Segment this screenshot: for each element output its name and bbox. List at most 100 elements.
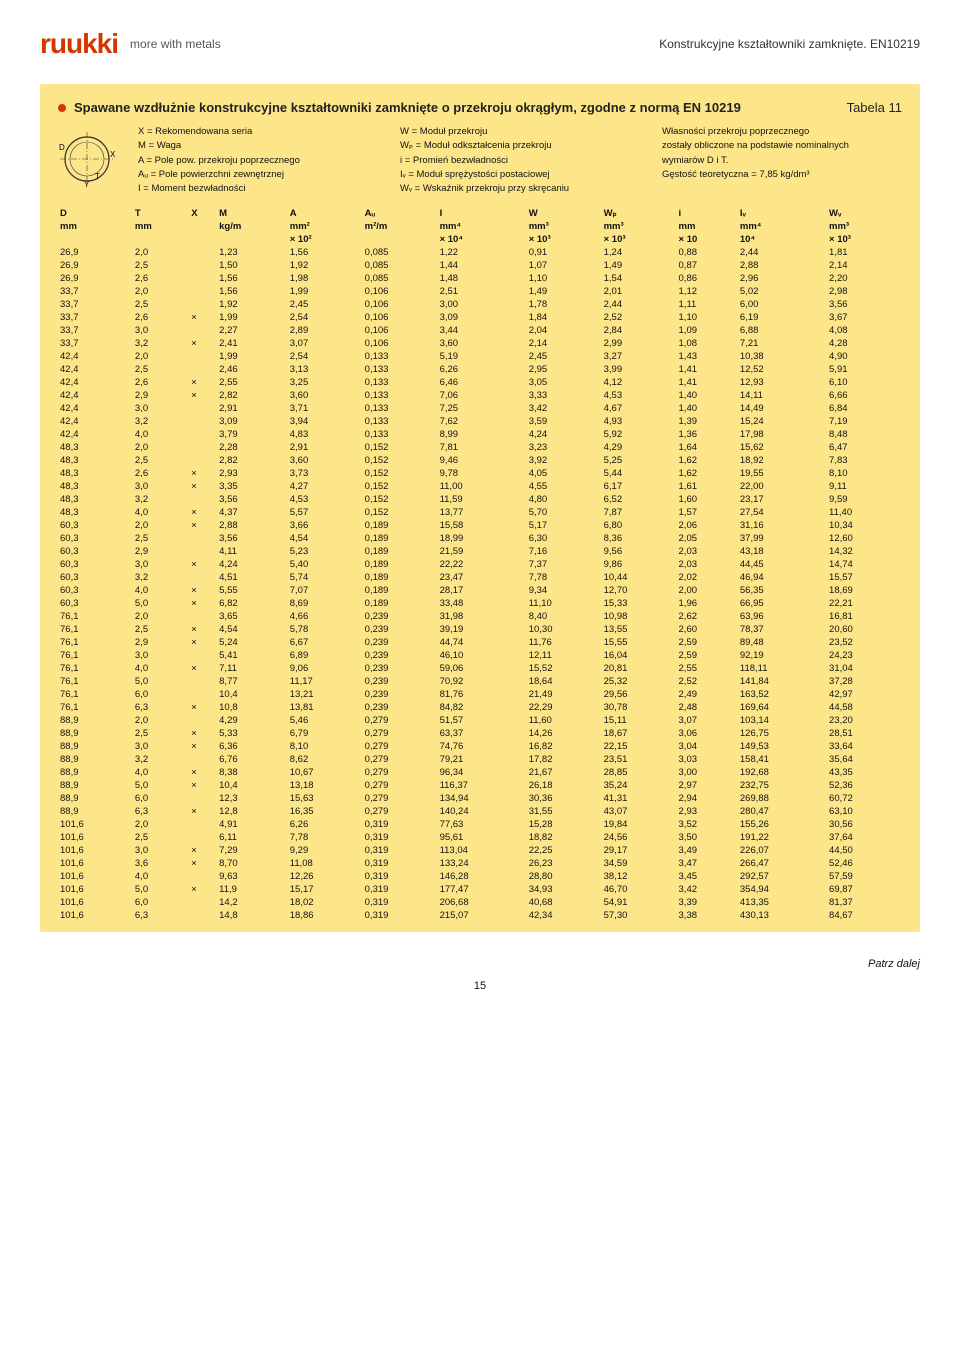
table-cell: 78,37 — [738, 623, 827, 636]
table-cell: 1,54 — [602, 272, 677, 285]
table-row: 88,92,5×5,336,790,27963,3714,2618,673,06… — [58, 727, 902, 740]
table-cell: 4,37 — [217, 506, 288, 519]
table-cell: 4,12 — [602, 376, 677, 389]
table-row: 33,73,2×2,413,070,1063,602,142,991,087,2… — [58, 337, 902, 350]
table-cell: × — [189, 636, 217, 649]
table-cell: 2,5 — [133, 532, 189, 545]
table-cell: 4,83 — [288, 428, 363, 441]
table-cell: 14,11 — [738, 389, 827, 402]
table-cell: 6,36 — [217, 740, 288, 753]
table-cell: 2,0 — [133, 610, 189, 623]
table-cell: 6,82 — [217, 597, 288, 610]
table-cell: 13,77 — [438, 506, 527, 519]
col-header: mm³ — [602, 220, 677, 233]
legend-line: Własności przekroju poprzecznego — [662, 125, 902, 139]
table-cell: 4,91 — [217, 818, 288, 831]
table-cell: 1,11 — [677, 298, 738, 311]
heading-row: Spawane wzdłużnie konstrukcyjne kształto… — [58, 100, 902, 115]
table-cell: 42,4 — [58, 389, 133, 402]
col-header: D — [58, 202, 133, 220]
table-cell: × — [189, 389, 217, 402]
table-cell: × — [189, 779, 217, 792]
table-cell: 57,59 — [827, 870, 902, 883]
table-cell: 12,52 — [738, 363, 827, 376]
table-cell: 4,24 — [217, 558, 288, 571]
table-cell: 2,5 — [133, 623, 189, 636]
table-cell: 1,98 — [288, 272, 363, 285]
table-cell: 1,43 — [677, 350, 738, 363]
table-cell: 9,59 — [827, 493, 902, 506]
table-cell: 1,44 — [438, 259, 527, 272]
table-row: 88,96,3×12,816,350,279140,2431,5543,072,… — [58, 805, 902, 818]
table-cell: 2,9 — [133, 636, 189, 649]
table-cell: 0,279 — [363, 753, 438, 766]
table-cell: 4,54 — [288, 532, 363, 545]
table-cell: 0,239 — [363, 636, 438, 649]
col-header — [189, 233, 217, 246]
table-cell: × — [189, 623, 217, 636]
table-cell: 232,75 — [738, 779, 827, 792]
table-cell: 0,189 — [363, 584, 438, 597]
table-cell: 226,07 — [738, 844, 827, 857]
table-cell: 4,05 — [527, 467, 602, 480]
table-cell: × — [189, 727, 217, 740]
table-cell: 4,0 — [133, 506, 189, 519]
table-cell: 0,319 — [363, 831, 438, 844]
table-cell: 4,53 — [602, 389, 677, 402]
table-cell: 2,45 — [527, 350, 602, 363]
table-row: 33,72,6×1,992,540,1063,091,842,521,106,1… — [58, 311, 902, 324]
table-cell: 23,20 — [827, 714, 902, 727]
table-cell: 3,0 — [133, 324, 189, 337]
table-cell: 3,27 — [602, 350, 677, 363]
table-row: 76,16,3×10,813,810,23984,8222,2930,782,4… — [58, 701, 902, 714]
table-cell: 7,78 — [527, 571, 602, 584]
table-cell: 15,28 — [527, 818, 602, 831]
logo-mark: ruukki — [40, 30, 118, 58]
table-row: 76,13,05,416,890,23946,1012,1116,042,599… — [58, 649, 902, 662]
table-cell: 0,279 — [363, 792, 438, 805]
col-header: 10⁴ — [738, 233, 827, 246]
table-cell: 2,06 — [677, 519, 738, 532]
table-cell: 44,58 — [827, 701, 902, 714]
table-cell: 140,24 — [438, 805, 527, 818]
table-cell: 28,85 — [602, 766, 677, 779]
table-cell: 146,28 — [438, 870, 527, 883]
table-cell: 155,26 — [738, 818, 827, 831]
table-cell: 20,81 — [602, 662, 677, 675]
table-cell: 46,94 — [738, 571, 827, 584]
legend-columns: X = Rekomendowana seriaM = WagaA = Pole … — [138, 125, 902, 196]
table-cell: 57,30 — [602, 909, 677, 922]
table-cell: 0,279 — [363, 727, 438, 740]
legend-line: wymiarów D i T. — [662, 154, 902, 168]
table-row: 60,34,0×5,557,070,18928,179,3412,702,005… — [58, 584, 902, 597]
table-cell: 4,55 — [527, 480, 602, 493]
legend-row: D X T Y X = Rekomendowana seriaM = WagaA… — [58, 125, 902, 196]
col-header: × 10³ — [827, 233, 902, 246]
table-cell: 9,56 — [602, 545, 677, 558]
table-cell: 30,78 — [602, 701, 677, 714]
table-cell: 39,19 — [438, 623, 527, 636]
col-header: Wₚ — [602, 202, 677, 220]
table-cell: 1,41 — [677, 363, 738, 376]
table-row: 101,62,04,916,260,31977,6315,2819,843,52… — [58, 818, 902, 831]
table-cell: 6,11 — [217, 831, 288, 844]
table-cell: 15,63 — [288, 792, 363, 805]
table-cell: 12,3 — [217, 792, 288, 805]
table-cell: 33,7 — [58, 285, 133, 298]
table-cell: 26,23 — [527, 857, 602, 870]
table-cell: 35,24 — [602, 779, 677, 792]
table-cell: 163,52 — [738, 688, 827, 701]
table-cell: 2,84 — [602, 324, 677, 337]
col-header: m²/m — [363, 220, 438, 233]
table-cell: 16,04 — [602, 649, 677, 662]
table-cell: 8,10 — [288, 740, 363, 753]
table-cell: 7,21 — [738, 337, 827, 350]
table-cell: 0,152 — [363, 441, 438, 454]
table-cell: 3,00 — [677, 766, 738, 779]
table-cell: 3,0 — [133, 844, 189, 857]
table-cell: 88,9 — [58, 779, 133, 792]
table-cell: 1,49 — [527, 285, 602, 298]
table-cell: 5,0 — [133, 779, 189, 792]
table-cell: 0,106 — [363, 298, 438, 311]
table-cell: 18,69 — [827, 584, 902, 597]
